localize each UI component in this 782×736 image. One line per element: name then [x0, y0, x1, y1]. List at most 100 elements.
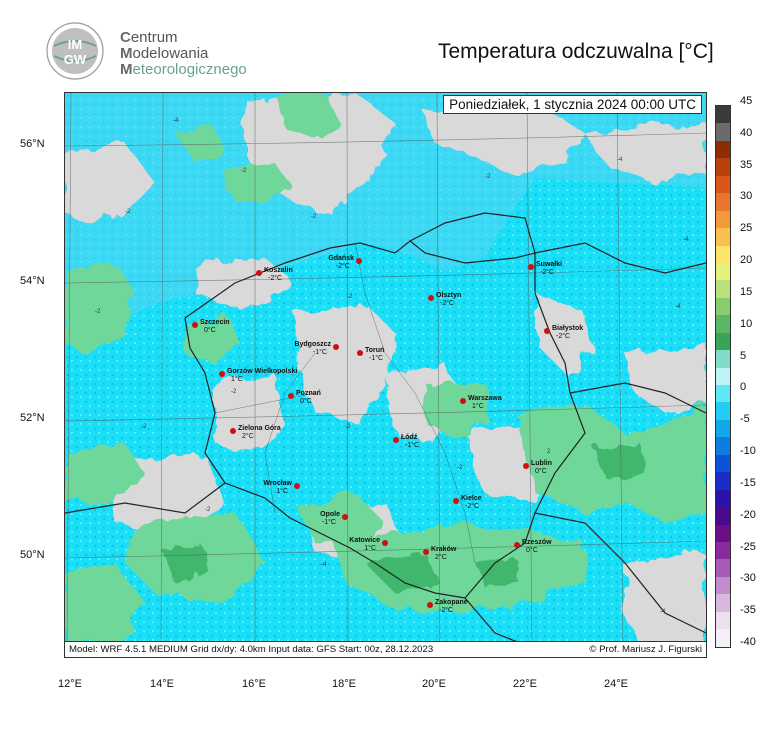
colorbar-segment — [716, 594, 730, 612]
city-value: -2°C — [556, 332, 570, 340]
svg-text:-2: -2 — [231, 389, 237, 395]
city-name: Warszawa — [468, 395, 502, 402]
city-dot — [514, 542, 520, 548]
colorbar-segment — [716, 576, 730, 595]
city-value: -2°C — [268, 274, 282, 282]
city-dot — [523, 463, 529, 469]
city-marker: Suwałki-2°C — [528, 261, 562, 276]
colorbar-tick-label: 45 — [740, 95, 753, 107]
colorbar-segment — [716, 611, 730, 630]
model-info-bar: Model: WRF 4.5.1 MEDIUM Grid dx/dy: 4.0k… — [65, 641, 706, 657]
colorbar-tick-label: 20 — [740, 254, 753, 267]
colorbar-segment — [716, 385, 730, 403]
colorbar-segment — [716, 332, 730, 351]
colorbar-segment — [716, 367, 730, 385]
city-value: 1°C — [472, 402, 484, 410]
colorbar-segment — [716, 419, 730, 438]
colorbar-segment — [716, 106, 730, 124]
colorbar-segment — [716, 541, 730, 560]
colorbar-segment — [716, 454, 730, 473]
rivers — [214, 242, 476, 564]
city-marker: Białystok-2°C — [544, 325, 583, 340]
city-marker: Olsztyn-2°C — [428, 292, 461, 307]
city-dot — [528, 264, 534, 270]
lat-label: 54°N — [20, 275, 45, 287]
svg-text:-2: -2 — [141, 424, 147, 430]
city-marker: Zakopane-2°C — [427, 599, 468, 614]
city-name: Kraków — [431, 546, 457, 553]
colorbar-tick-label: 5 — [740, 349, 747, 362]
city-dot — [294, 483, 300, 489]
logo-line3-initial: M — [120, 61, 133, 78]
colorbar-segment — [716, 262, 730, 281]
svg-text:-2: -2 — [241, 168, 247, 174]
copyright: © Prof. Mariusz J. Figurski — [589, 644, 702, 655]
city-dot — [393, 437, 399, 443]
colorbar-segment — [716, 402, 730, 420]
city-name: Wrocław — [263, 480, 292, 487]
svg-text:-2: -2 — [485, 174, 491, 180]
svg-text:-4: -4 — [617, 157, 623, 163]
lon-label: 14°E — [150, 678, 174, 690]
colorbar-segment — [716, 629, 730, 647]
city-dot — [544, 328, 550, 334]
svg-text:-2: -2 — [95, 309, 101, 315]
map-title: Temperatura odczuwalna [°C] — [438, 40, 714, 63]
colorbar-tick-label: 35 — [740, 158, 753, 171]
logo-text: Centrum Modelowania Meteorologicznego — [120, 30, 247, 78]
temperature-map: -4 -2 -2 -2 -4 -4 -2 -2 -2 -2 -2 -2 -2 2 -4 -4 -4 -2… — [65, 93, 706, 657]
city-name: Poznań — [296, 390, 321, 397]
svg-text:-4: -4 — [675, 304, 681, 310]
contour-labels: -4 -2 -2 -2 -4 -4 -2 -2 -2 -2 -2 -2 -2 2 -4 -4 -4 -2 — [95, 118, 689, 615]
city-name: Białystok — [552, 325, 583, 332]
colorbar-segment — [716, 140, 730, 159]
city-marker: Koszalin-2°C — [256, 267, 293, 282]
svg-text:-2: -2 — [457, 465, 463, 471]
city-dot — [219, 371, 225, 377]
city-name: Suwałki — [536, 261, 562, 268]
city-marker: Gdańsk-2°C — [328, 255, 362, 270]
city-value: -2°C — [540, 268, 554, 276]
city-value: -2°C — [465, 502, 479, 510]
colorbar-segment — [716, 472, 730, 490]
logo-line3-rest: eteorologicznego — [132, 61, 247, 78]
colorbar-tick-label: 15 — [740, 285, 753, 298]
city-dot — [427, 602, 433, 608]
logo-emblem-bottom: GW — [64, 52, 87, 67]
city-value: 0°C — [204, 326, 216, 334]
lon-label: 24°E — [604, 678, 628, 690]
colorbar-segment — [716, 280, 730, 298]
city-name: Opole — [320, 511, 340, 518]
city-value: 0°C — [300, 397, 312, 405]
graticule — [65, 93, 706, 657]
city-value: 1°C — [231, 375, 243, 383]
city-value: -1°C — [322, 518, 336, 526]
svg-text:-2: -2 — [347, 294, 353, 300]
city-dot — [288, 393, 294, 399]
lon-label: 18°E — [332, 678, 356, 690]
city-dot — [428, 295, 434, 301]
svg-text:-2: -2 — [125, 209, 131, 215]
colorbar-segment — [716, 315, 730, 333]
model-info: Model: WRF 4.5.1 MEDIUM Grid dx/dy: 4.0k… — [69, 644, 434, 655]
colorbar-tick-label: -20 — [740, 508, 756, 521]
lat-label: 52°N — [20, 412, 45, 424]
logo-line2-rest: odelowania — [132, 45, 209, 62]
city-name: Gdańsk — [328, 255, 354, 262]
city-value: 0°C — [526, 546, 538, 554]
city-value: -1°C — [369, 354, 383, 362]
colorbar-tick-label: -40 — [740, 636, 756, 648]
imgw-logo: IM GW — [46, 22, 104, 80]
map-panel: -4 -2 -2 -2 -4 -4 -2 -2 -2 -2 -2 -2 -2 2 -4 -4 -4 -2… — [64, 92, 707, 658]
colorbar-tick-label: 40 — [740, 126, 753, 139]
svg-text:-4: -4 — [321, 562, 327, 568]
city-value: -2°C — [439, 606, 453, 614]
svg-text:2: 2 — [547, 449, 551, 455]
lat-label: 56°N — [20, 138, 45, 150]
city-name: Łódź — [401, 434, 418, 441]
city-value: -2°C — [336, 262, 350, 270]
